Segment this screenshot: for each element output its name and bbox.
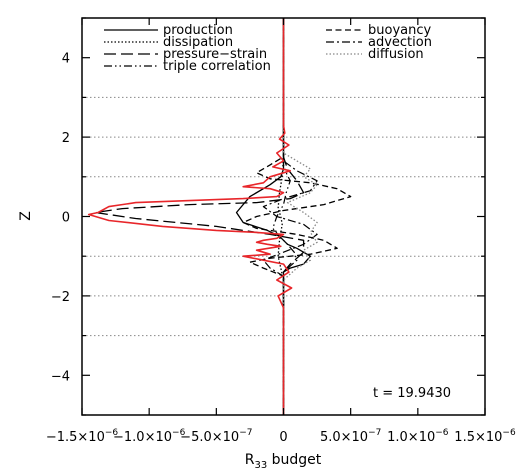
legend-label-pressure-strain: pressure−strain [163,47,267,62]
x-tick-label: 5.0×10−7 [320,428,381,445]
axis-ticks: −1.5×10−6−1.0×10−6−5.0×10−7 0 5.0×10−7 1.0×… [46,17,516,445]
x-tick-label: 0 [279,430,287,445]
y-tick-label: 4 [62,52,70,67]
series-line-dissipation [277,18,285,415]
series-line-production [235,18,312,415]
series-line-pressure-strain [94,18,305,415]
y-tick-label: −4 [51,369,70,384]
series-line-buoyancy [242,18,352,415]
series-line-diffusion [282,18,318,415]
x-tick-label: −5.0×10−7 [180,428,252,445]
series-lines [87,18,352,415]
legend-label-triple-correlation: triple correlation [163,59,271,74]
legend: productiondissipationpressure−straintrip… [104,23,432,74]
x-axis-title-main: R [245,452,255,468]
x-tick-label: 1.5×10−6 [454,428,516,445]
legend-label-diffusion: diffusion [368,47,424,62]
series-line-total [87,18,293,415]
y-tick-label: 0 [62,211,70,226]
x-axis-title-suffix: budget [267,452,322,468]
legend-label-dissipation: dissipation [163,35,233,50]
y-axis-title: Z [18,211,34,221]
x-axis-title-subscript: 33 [254,460,267,471]
x-tick-label: 1.0×10−6 [387,428,449,445]
legend-label-production: production [163,23,233,38]
legend-label-buoyancy: buoyancy [368,23,431,38]
y-tick-label: −2 [51,290,70,305]
x-tick-label: −1.0×10−6 [113,428,186,445]
x-tick-label: −1.5×10−6 [46,428,119,445]
x-axis-title: R33 budget [245,452,322,471]
series-line-advection [262,18,318,415]
time-annotation: t = 19.9430 [373,386,451,401]
y-tick-label: 2 [62,131,70,146]
legend-label-advection: advection [368,35,432,50]
